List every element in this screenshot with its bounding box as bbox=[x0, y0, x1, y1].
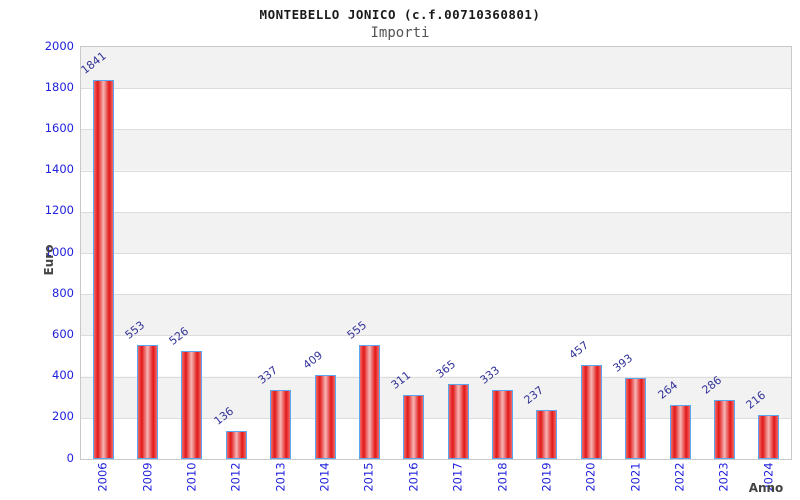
gridline bbox=[81, 335, 791, 337]
bar-value-label: 136 bbox=[211, 404, 236, 428]
x-tick-label: 2014 bbox=[317, 462, 332, 492]
x-tick-label: 2023 bbox=[716, 462, 731, 492]
gridline bbox=[81, 376, 791, 378]
y-tick-label: 200 bbox=[52, 409, 74, 424]
y-tick-label: 800 bbox=[52, 285, 74, 300]
bar-2019 bbox=[536, 410, 558, 459]
y-tick-label: 1800 bbox=[44, 79, 74, 94]
bar-value-label: 311 bbox=[388, 368, 414, 392]
y-tick-label: 2000 bbox=[44, 38, 74, 53]
gridline bbox=[81, 170, 791, 172]
x-tick-label: 2006 bbox=[95, 462, 110, 492]
x-tick-label: 2010 bbox=[184, 462, 199, 492]
chart-subtitle: Importi bbox=[370, 25, 430, 41]
gridline bbox=[81, 88, 791, 90]
bar-value-label: 264 bbox=[655, 378, 680, 402]
gridline bbox=[81, 211, 791, 213]
bar-value-label: 553 bbox=[122, 318, 148, 342]
bar-2009 bbox=[137, 345, 159, 459]
y-tick-label: 600 bbox=[52, 326, 74, 341]
bar-value-label: 286 bbox=[699, 373, 725, 397]
bar-value-label: 555 bbox=[344, 318, 370, 342]
chart-title: MONTEBELLO JONICO (c.f.00710360801) bbox=[259, 7, 541, 22]
bar-value-label: 409 bbox=[300, 348, 325, 372]
gridline bbox=[81, 417, 791, 419]
x-tick-label: 2021 bbox=[627, 462, 642, 492]
x-axis-title: Anno bbox=[748, 481, 784, 495]
bar-2014 bbox=[314, 374, 336, 459]
bar-2022 bbox=[669, 404, 691, 459]
bar-2012 bbox=[225, 430, 247, 459]
y-tick-label: 1400 bbox=[44, 162, 74, 177]
y-tick-label: 1200 bbox=[44, 203, 74, 218]
x-tick-label: 2019 bbox=[539, 462, 554, 492]
bar-value-label: 457 bbox=[566, 338, 591, 362]
bar-2015 bbox=[358, 344, 380, 459]
x-tick-label: 2013 bbox=[272, 462, 287, 492]
x-tick-label: 2009 bbox=[139, 462, 154, 492]
x-tick-label: 2020 bbox=[583, 462, 598, 492]
bar-2024 bbox=[758, 414, 780, 459]
y-tick-label: 0 bbox=[66, 450, 74, 465]
y-tick-label: 1000 bbox=[44, 244, 74, 259]
x-tick-label: 2016 bbox=[406, 462, 421, 492]
y-tick-label: 400 bbox=[52, 368, 74, 383]
bar-2006 bbox=[92, 79, 114, 459]
bar-2021 bbox=[625, 378, 647, 459]
bar-2010 bbox=[181, 350, 203, 459]
gridline bbox=[81, 253, 791, 254]
y-axis-title: Euro bbox=[42, 244, 56, 276]
x-tick-label: 2012 bbox=[228, 462, 243, 492]
y-tick-label: 1600 bbox=[44, 120, 74, 135]
plot-area: 1841 553 526 136 337 409 555 311 365 333 237 457 393… bbox=[78, 46, 792, 460]
bar-2017 bbox=[447, 383, 469, 459]
bar-2013 bbox=[270, 389, 292, 459]
x-tick-label: 2018 bbox=[494, 462, 509, 492]
gridline bbox=[81, 294, 791, 296]
x-tick-label: 2017 bbox=[450, 462, 465, 492]
bar-value-label: 333 bbox=[477, 364, 503, 388]
bar-2016 bbox=[403, 394, 425, 459]
bar-2023 bbox=[713, 400, 735, 459]
bar-value-label: 216 bbox=[743, 388, 769, 412]
bar-value-label: 526 bbox=[167, 324, 192, 348]
bar-value-label: 337 bbox=[255, 363, 281, 387]
bar-2020 bbox=[580, 364, 602, 459]
bar-value-label: 1841 bbox=[78, 49, 109, 77]
bar-2018 bbox=[492, 390, 514, 459]
x-tick-label: 2015 bbox=[361, 462, 376, 492]
x-tick-label: 2022 bbox=[672, 462, 687, 492]
bar-value-label: 237 bbox=[522, 383, 547, 407]
gridline bbox=[81, 129, 791, 131]
bar-value-label: 393 bbox=[610, 351, 636, 375]
